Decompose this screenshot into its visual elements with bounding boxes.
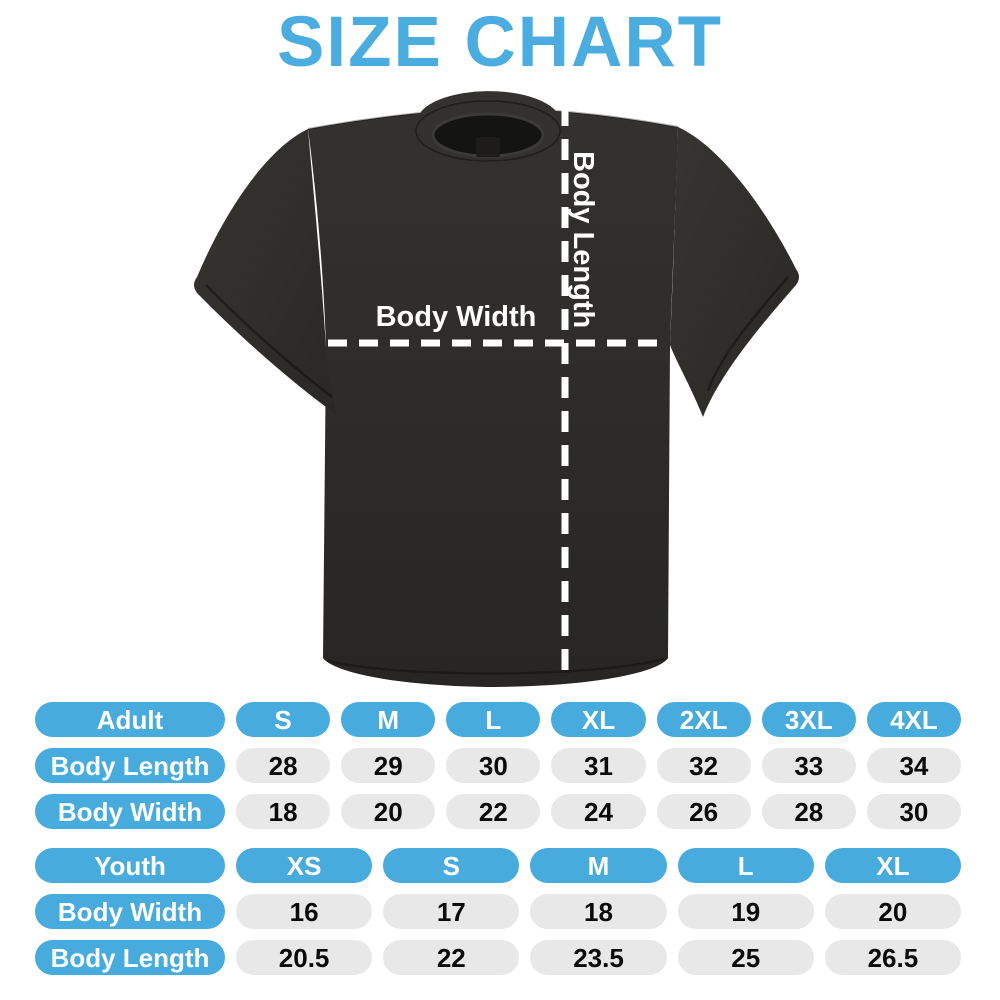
adult-value-cell: 31: [551, 748, 646, 783]
youth-value-cell: 16: [236, 894, 373, 929]
right-cuff-stitch: [706, 276, 789, 392]
adult-value-cell: 24: [551, 794, 646, 829]
left-cuff-stitch: [205, 284, 333, 398]
tshirt-image: Body Width Body Length: [194, 91, 799, 687]
adult-value-cell: 26: [656, 794, 751, 829]
adult-size-header-pill: XL: [551, 702, 646, 737]
adult-value-cell: 32: [656, 748, 751, 783]
adult-row-label-pill: Body Width: [35, 794, 225, 829]
adult-value-cell: 34: [866, 748, 961, 783]
youth-value-cell: 17: [383, 894, 520, 929]
adult-value-cell: 29: [341, 748, 436, 783]
adult-value-cell: 30: [446, 748, 541, 783]
youth-size-header-pill: XS: [236, 848, 373, 883]
adult-size-header-pill: M: [341, 702, 436, 737]
tshirt-diagram: Body Width Body Length: [90, 85, 910, 705]
adult-value-cell: 28: [236, 748, 331, 783]
page-title: SIZE CHART: [277, 3, 723, 82]
youth-size-header-pill: S: [383, 848, 520, 883]
youth-row-label-pill: Body Width: [35, 894, 225, 929]
youth-value-cell: 19: [677, 894, 814, 929]
tshirt-body: [308, 91, 678, 687]
adult-value-cell: 20: [341, 794, 436, 829]
youth-value-cell: 20: [824, 894, 961, 929]
adult-size-header-pill: 4XL: [866, 702, 961, 737]
adult-value-cell: 18: [236, 794, 331, 829]
youth-size-header-pill: M: [530, 848, 667, 883]
body-length-label: Body Length: [567, 151, 599, 328]
adult-value-cell: 30: [866, 794, 961, 829]
youth-value-cell: 18: [530, 894, 667, 929]
youth-row-label-pill: Body Length: [35, 940, 225, 975]
adult-size-header-pill: L: [446, 702, 541, 737]
youth-value-cell: 25: [677, 940, 814, 975]
adult-row-label-pill: Body Length: [35, 748, 225, 783]
left-sleeve: [194, 129, 337, 415]
youth-value-cell: 26.5: [824, 940, 961, 975]
left-shoulder-seam: [307, 112, 421, 130]
youth-size-header-pill: L: [677, 848, 814, 883]
adult-size-header-pill: 3XL: [761, 702, 856, 737]
adult-value-cell: 22: [446, 794, 541, 829]
youth-size-header-pill: XL: [824, 848, 961, 883]
adult-size-header-pill: S: [236, 702, 331, 737]
youth-table-title-pill: Youth: [35, 848, 225, 883]
adult-table-title-pill: Adult: [35, 702, 225, 737]
youth-value-cell: 22: [383, 940, 520, 975]
adult-value-cell: 28: [761, 794, 856, 829]
adult-size-header-pill: 2XL: [656, 702, 751, 737]
right-shoulder-seam: [555, 110, 679, 128]
youth-value-cell: 23.5: [530, 940, 667, 975]
hem-stitch: [327, 657, 665, 675]
body-width-label: Body Width: [376, 301, 537, 333]
adult-size-table: Adult S M L XL 2XL 3XL 4XL Body Length 28 29 30 31 32…: [35, 702, 961, 829]
neck-tag: [476, 137, 500, 157]
youth-size-table: Youth XS S M L XL Body Width 16 17 18 19 20 Body Len…: [35, 848, 961, 975]
youth-value-cell: 20.5: [236, 940, 373, 975]
adult-value-cell: 33: [761, 748, 856, 783]
right-sleeve: [670, 127, 799, 417]
